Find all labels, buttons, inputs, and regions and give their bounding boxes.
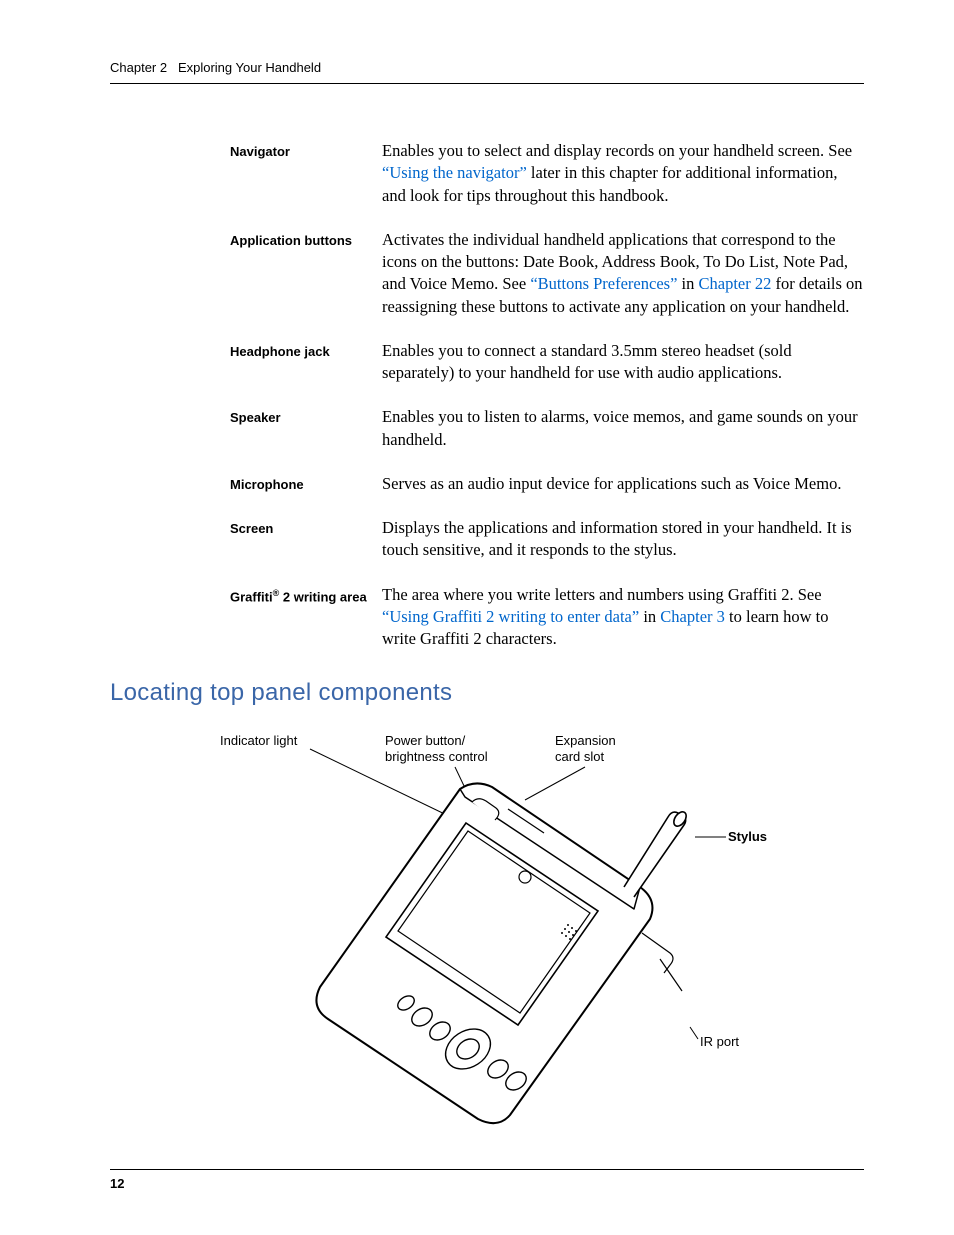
cross-ref-link[interactable]: “Using Graffiti 2 writing to enter data” <box>382 607 639 626</box>
chapter-title: Exploring Your Handheld <box>178 60 321 75</box>
cross-ref-link[interactable]: Chapter 22 <box>699 274 772 293</box>
definition-desc: Activates the individual handheld applic… <box>382 229 864 318</box>
text-run: Enables you to connect a standard 3.5mm … <box>382 341 792 382</box>
text-run: Displays the applications and informatio… <box>382 518 852 559</box>
definition-desc: Enables you to connect a standard 3.5mm … <box>382 340 864 385</box>
definition-row: NavigatorEnables you to select and displ… <box>230 140 864 207</box>
definition-term: Headphone jack <box>230 340 382 361</box>
device-illustration <box>210 727 890 1127</box>
definition-desc: The area where you write letters and num… <box>382 584 864 651</box>
definitions-list: NavigatorEnables you to select and displ… <box>230 140 864 651</box>
text-run: Enables you to select and display record… <box>382 141 852 160</box>
text-run: in <box>677 274 698 293</box>
text-run: Serves as an audio input device for appl… <box>382 474 841 493</box>
definition-row: MicrophoneServes as an audio input devic… <box>230 473 864 495</box>
footer-rule <box>110 1169 864 1170</box>
definition-term: Application buttons <box>230 229 382 250</box>
definition-term: Speaker <box>230 406 382 427</box>
cross-ref-link[interactable]: “Using the navigator” <box>382 163 527 182</box>
definition-row: SpeakerEnables you to listen to alarms, … <box>230 406 864 451</box>
definition-term: Navigator <box>230 140 382 161</box>
definition-term: Microphone <box>230 473 382 494</box>
figure: Indicator light Power button/ brightness… <box>210 727 890 1127</box>
header-rule <box>110 83 864 84</box>
definition-row: Graffiti® 2 writing areaThe area where y… <box>230 584 864 651</box>
definition-desc: Enables you to listen to alarms, voice m… <box>382 406 864 451</box>
definition-desc: Enables you to select and display record… <box>382 140 864 207</box>
definition-term: Screen <box>230 517 382 538</box>
definition-desc: Displays the applications and informatio… <box>382 517 864 562</box>
section-title: Locating top panel components <box>110 679 864 707</box>
definition-row: ScreenDisplays the applications and info… <box>230 517 864 562</box>
page-number: 12 <box>110 1176 864 1191</box>
text-run: Enables you to listen to alarms, voice m… <box>382 407 858 448</box>
cross-ref-link[interactable]: “Buttons Preferences” <box>530 274 677 293</box>
text-run: The area where you write letters and num… <box>382 585 822 604</box>
running-head: Chapter 2 Exploring Your Handheld <box>110 60 864 75</box>
definition-row: Headphone jackEnables you to connect a s… <box>230 340 864 385</box>
chapter-label: Chapter 2 <box>110 60 167 75</box>
definition-row: Application buttonsActivates the individ… <box>230 229 864 318</box>
definition-term: Graffiti® 2 writing area <box>230 584 382 606</box>
footer: 12 <box>110 1169 864 1191</box>
text-run: in <box>639 607 660 626</box>
definition-desc: Serves as an audio input device for appl… <box>382 473 864 495</box>
cross-ref-link[interactable]: Chapter 3 <box>660 607 725 626</box>
